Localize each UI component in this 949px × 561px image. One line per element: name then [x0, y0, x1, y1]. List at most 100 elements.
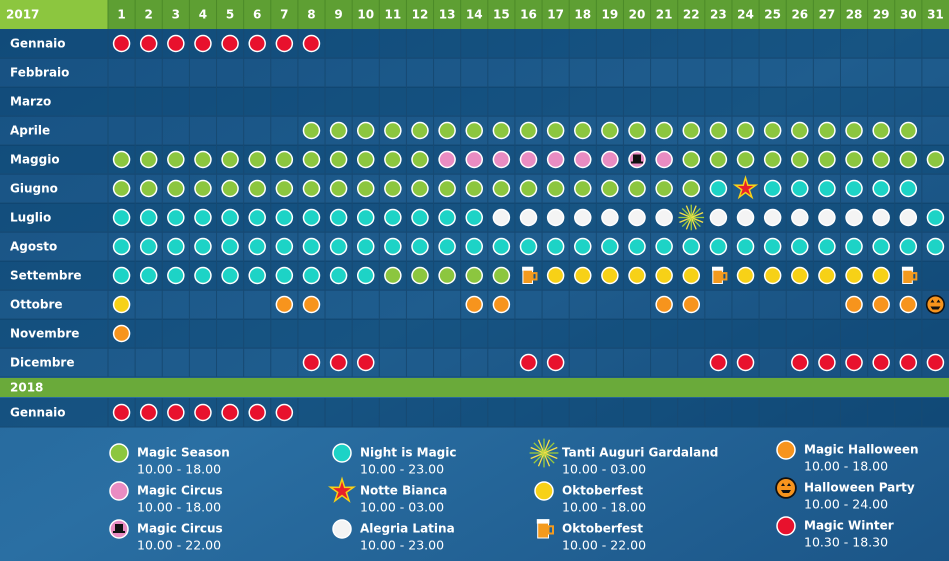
- event-icon: [628, 266, 646, 285]
- event-icon: [438, 121, 456, 140]
- event-icon: [732, 175, 759, 200]
- event-icon: [574, 150, 592, 169]
- ray: [691, 212, 704, 219]
- day-number: 2: [145, 8, 153, 22]
- dot: [791, 353, 809, 372]
- dot: [112, 403, 131, 422]
- event-icon: [818, 179, 836, 198]
- event-icon: [384, 121, 402, 140]
- event-icon: [109, 443, 129, 463]
- event-icon: [791, 353, 809, 372]
- dot: [763, 266, 782, 285]
- event-icon: [139, 266, 158, 285]
- dot: [574, 208, 592, 227]
- month-label: Giugno: [10, 182, 58, 196]
- event-icon: [655, 237, 673, 256]
- event-icon: [248, 403, 266, 422]
- dot: [275, 266, 294, 285]
- dot: [899, 208, 918, 227]
- dot: [845, 237, 863, 256]
- handle: [547, 525, 554, 535]
- day-number: 19: [602, 8, 619, 22]
- mug: [712, 269, 723, 284]
- event-icon: [682, 295, 701, 314]
- dot: [682, 179, 701, 198]
- face: [781, 483, 791, 493]
- day-number: 31: [927, 8, 944, 22]
- event-icon: [356, 179, 375, 198]
- ray: [690, 207, 701, 218]
- month-label: Luglio: [10, 211, 51, 225]
- hat-brim: [113, 531, 125, 533]
- ray: [543, 452, 558, 460]
- dot: [167, 34, 185, 53]
- dot: [356, 353, 375, 372]
- year-label: 2018: [10, 381, 43, 395]
- dot: [302, 237, 321, 256]
- dot: [112, 295, 131, 314]
- dot: [139, 34, 158, 53]
- event-icon: [438, 266, 456, 285]
- event-icon: [492, 237, 511, 256]
- event-icon: [167, 403, 185, 422]
- legend-name: Night is Magic: [360, 446, 457, 460]
- dot: [872, 237, 890, 256]
- handle: [911, 272, 918, 281]
- dot: [818, 266, 836, 285]
- dot: [628, 208, 646, 227]
- event-icon: [194, 179, 212, 198]
- event-icon: [818, 266, 836, 285]
- event-icon: [682, 179, 701, 198]
- event-icon: [601, 237, 619, 256]
- dot: [534, 481, 554, 501]
- dot: [546, 237, 565, 256]
- foam: [712, 266, 724, 271]
- dot: [139, 208, 158, 227]
- dot: [899, 237, 918, 256]
- dot: [845, 266, 863, 285]
- day-number: 1: [117, 8, 125, 22]
- event-icon: [167, 150, 185, 169]
- event-icon: [574, 121, 592, 140]
- event-icon: [546, 353, 565, 372]
- event-icon: [109, 481, 129, 501]
- dot: [332, 519, 352, 539]
- ray: [533, 442, 545, 454]
- event-icon: [302, 179, 321, 198]
- event-icon: [872, 237, 890, 256]
- event-icon: [194, 403, 212, 422]
- event-icon: [546, 208, 565, 227]
- event-icon: [926, 208, 945, 227]
- event-icon: [302, 34, 321, 53]
- day-number: 3: [172, 8, 180, 22]
- event-icon: [139, 208, 158, 227]
- dot: [546, 266, 565, 285]
- event-icon: [465, 266, 483, 285]
- dot: [302, 34, 321, 53]
- dot: [655, 208, 673, 227]
- event-icon: [926, 150, 945, 169]
- event-icon: [574, 266, 592, 285]
- event-icon: [167, 179, 185, 198]
- dot: [736, 208, 755, 227]
- day-number: 27: [819, 8, 836, 22]
- event-icon: [519, 150, 538, 169]
- event-icon: [167, 266, 185, 285]
- day-number: 10: [357, 8, 374, 22]
- dot: [791, 237, 809, 256]
- dot: [763, 121, 782, 140]
- dot: [709, 179, 728, 198]
- event-icon: [791, 237, 809, 256]
- event-icon: [529, 438, 559, 468]
- legend-name: Magic Circus: [137, 522, 223, 536]
- event-icon: [901, 266, 918, 284]
- dot: [167, 208, 185, 227]
- header-bar: [0, 0, 949, 29]
- dot: [109, 481, 129, 501]
- event-icon: [791, 179, 809, 198]
- event-icon: [327, 476, 357, 503]
- dot: [546, 179, 565, 198]
- legend-name: Oktoberfest: [562, 484, 643, 498]
- legend-hours: 10.00 - 24.00: [804, 497, 888, 512]
- event-icon: [194, 34, 212, 53]
